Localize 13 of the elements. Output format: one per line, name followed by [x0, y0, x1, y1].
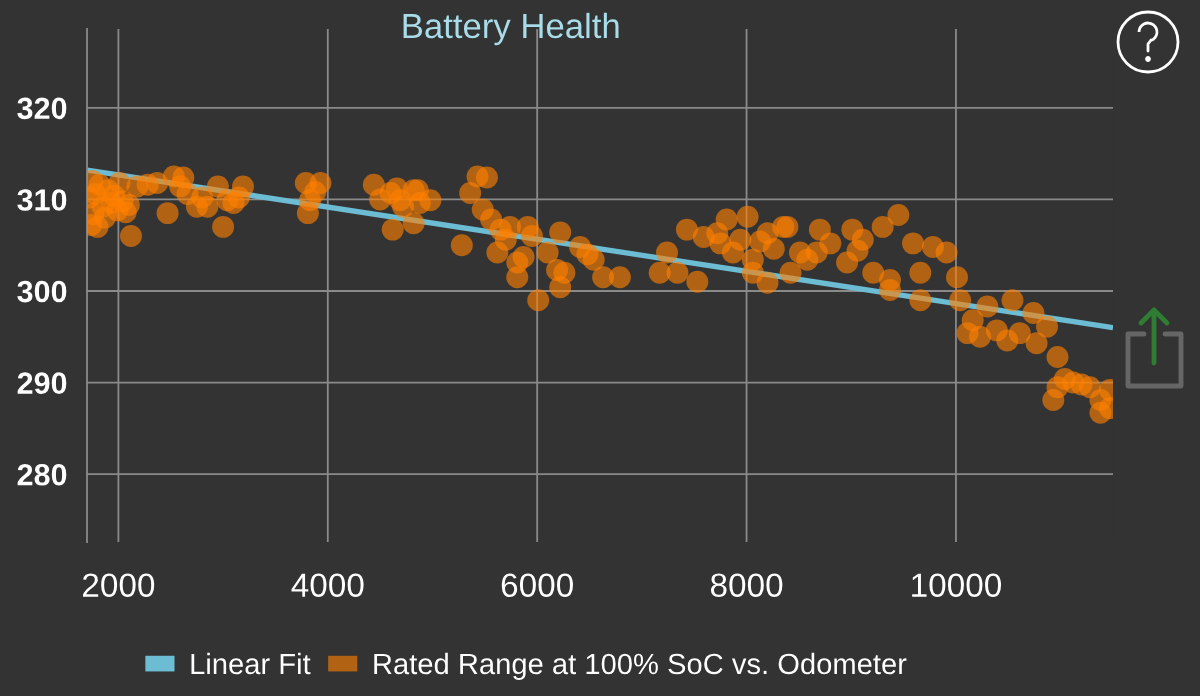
x-tick-label: 6000 [501, 573, 573, 598]
y-tick-label: 310 [17, 189, 67, 211]
y-tick-label: 300 [17, 280, 67, 303]
legend-label: Rated Range at 100% SoC vs. Odometer [374, 652, 907, 681]
legend-label: Linear Fit [191, 652, 311, 675]
y-tick-label: 280 [17, 463, 67, 486]
y-tick-label: 290 [17, 372, 67, 394]
chart-title: Battery Health [403, 12, 619, 46]
x-tick-label: 2000 [83, 573, 155, 598]
x-tick-label: 8000 [710, 573, 783, 598]
y-tick-label: 320 [17, 97, 67, 120]
x-tick-label: 4000 [291, 573, 364, 598]
x-tick-label: 10000 [912, 573, 1002, 598]
